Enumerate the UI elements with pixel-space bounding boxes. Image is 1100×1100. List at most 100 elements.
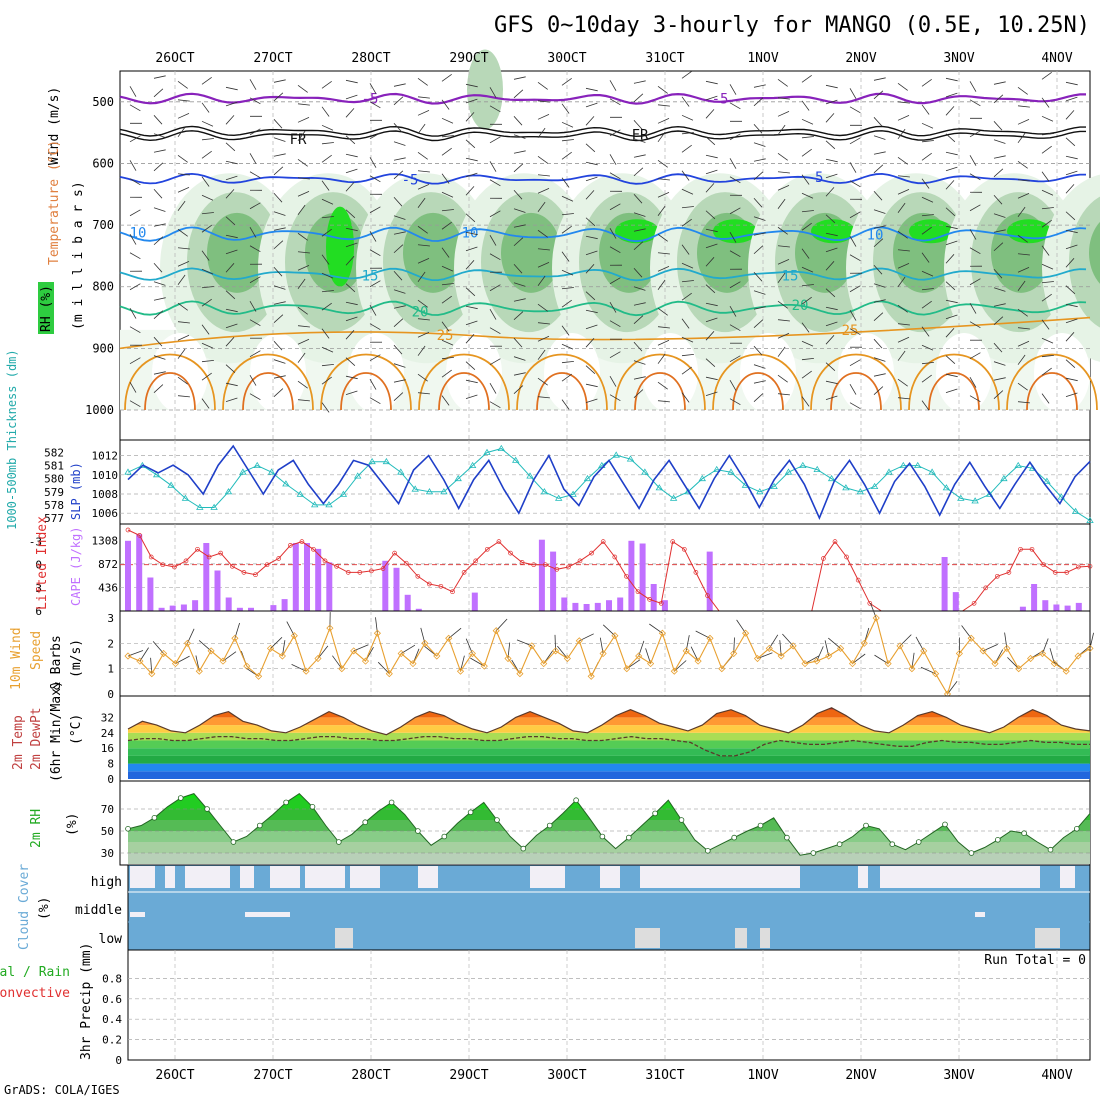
cape-bar — [270, 605, 277, 611]
wind-barb — [537, 155, 548, 164]
wind-barb — [537, 127, 546, 139]
rh-shade-dry — [936, 333, 992, 414]
lifted-marker — [415, 573, 421, 579]
wind-barb — [201, 298, 212, 307]
cloud-high-label: high — [91, 875, 122, 890]
cape-bar — [550, 551, 557, 611]
wind-barb — [705, 228, 718, 233]
wind-barb — [153, 115, 163, 125]
wind-barb — [897, 378, 908, 387]
wind-barb — [897, 230, 908, 239]
wind-barb — [729, 158, 737, 169]
cape-bar — [180, 604, 187, 611]
wind-barb — [1065, 229, 1078, 234]
wind-marker — [1003, 644, 1011, 652]
surface-barb — [768, 634, 779, 649]
cape-bar — [248, 607, 254, 611]
wind-barb — [129, 234, 137, 245]
wind-barb — [321, 80, 332, 89]
wind-barb — [897, 336, 910, 343]
rh-shade-dry — [544, 333, 600, 414]
rh-grid — [120, 808, 1090, 854]
rh-marker — [388, 799, 395, 806]
wind-barb — [369, 101, 381, 109]
credit: GrADS: COLA/IGES — [4, 1083, 120, 1097]
wind-barb — [753, 380, 766, 384]
thickness-marker — [1086, 516, 1094, 523]
wind-barb — [801, 248, 810, 259]
upper-air-ticks: 500 600 700 800 900 1000 — [85, 95, 114, 417]
isotherm-15 — [119, 267, 1087, 282]
cape-bar — [236, 607, 243, 611]
cape-bar — [404, 594, 411, 611]
rh-marker — [1047, 846, 1054, 853]
lifted-marker — [264, 562, 270, 568]
wind-barb — [753, 216, 766, 221]
wind-barb — [657, 339, 670, 346]
wind-barb — [657, 381, 668, 390]
wind-barb — [201, 176, 210, 187]
thickness-marker — [784, 468, 793, 475]
wind-barb — [129, 326, 141, 334]
thickness-marker — [368, 457, 376, 465]
rh-marker — [599, 833, 606, 840]
wind-barb — [153, 162, 164, 172]
wind-barb — [393, 215, 406, 220]
wind-barb — [969, 376, 977, 388]
wind-barb — [153, 236, 164, 246]
wind-barb — [633, 315, 644, 325]
wind-barb — [897, 397, 910, 400]
wind-marker — [540, 660, 548, 668]
wind-barb — [705, 109, 715, 119]
wind-marker — [730, 649, 738, 658]
wind-barb — [489, 382, 497, 394]
wind-barb — [1041, 207, 1054, 210]
cape-bar — [538, 539, 545, 611]
precip-tick-0.6: 0.6 — [102, 993, 122, 1006]
wind-barb — [849, 162, 857, 173]
rh-shade-dry — [348, 333, 404, 414]
wind-barb — [753, 142, 766, 147]
wind-barb — [705, 358, 716, 367]
thickness-tick-579: 579 — [44, 486, 64, 499]
rh-shade-plume — [501, 212, 561, 293]
wind-barb — [201, 224, 212, 233]
thickness-marker — [985, 490, 994, 497]
wind-barb — [369, 354, 381, 362]
pressure-tick-500: 500 — [92, 95, 114, 109]
wind-barb — [657, 353, 666, 364]
wind-barb — [225, 160, 238, 165]
wind-barb — [897, 249, 910, 252]
wind-marker — [908, 665, 916, 673]
isotherm-25-top — [119, 316, 1091, 350]
cape-bar — [225, 597, 232, 611]
cloud-high-gap — [305, 866, 345, 888]
cloud-low-gap — [335, 928, 353, 948]
cloud-unit: (%) — [37, 897, 52, 920]
isotherm-25 — [320, 353, 412, 411]
rh-marker — [652, 810, 658, 817]
wind-barb — [897, 263, 910, 269]
wind-barb — [825, 99, 838, 105]
wind-barb — [801, 118, 814, 125]
wind-barb — [873, 299, 886, 303]
wind-barb — [849, 402, 861, 410]
wind-barb — [633, 154, 646, 158]
wind-barb — [537, 303, 548, 312]
wind-barb — [753, 306, 766, 310]
wind-barb — [585, 383, 598, 388]
wind-barb — [849, 211, 861, 219]
wind-barb — [417, 271, 426, 282]
wind-marker — [255, 672, 263, 680]
wind-barb — [729, 306, 737, 317]
wind-barb — [441, 283, 454, 286]
isotherm-30 — [144, 372, 196, 411]
wind-barb — [753, 319, 764, 329]
slp-tick-1010: 1010 — [92, 469, 119, 482]
wind-barb — [993, 287, 1006, 292]
rh-shade-plume — [403, 212, 463, 293]
wind-barb — [777, 124, 786, 136]
bottom-tick-30OCT: 30OCT — [547, 1068, 586, 1083]
thickness-marker — [641, 468, 649, 475]
wind-barb — [273, 314, 284, 324]
